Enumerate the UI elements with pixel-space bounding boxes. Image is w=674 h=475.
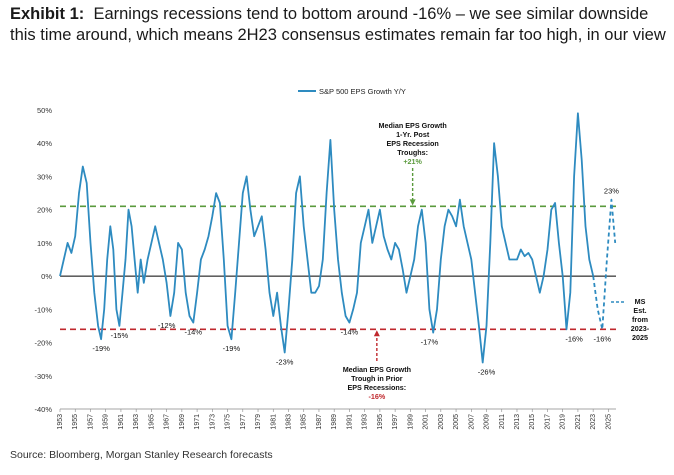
x-tick-label: 2011 bbox=[499, 414, 506, 429]
x-tick-label: 1967 bbox=[164, 414, 171, 430]
x-tick-label: 2009 bbox=[484, 414, 491, 430]
chart-reference-lines bbox=[60, 205, 616, 331]
x-tick-label: 2005 bbox=[453, 414, 460, 430]
red-annotation-text: Median EPS Growth bbox=[343, 365, 411, 374]
value-label: -14% bbox=[341, 328, 359, 337]
exhibit-title-text: Earnings recessions tend to bottom aroun… bbox=[10, 5, 666, 44]
ms-annotation-text: MS bbox=[635, 297, 646, 306]
ms-annotation-text: 2025 bbox=[632, 333, 648, 342]
x-tick-label: 2023 bbox=[590, 414, 597, 430]
x-tick-label: 2017 bbox=[544, 414, 551, 430]
x-tick-label: 1981 bbox=[270, 414, 277, 430]
x-tick-label: 2015 bbox=[529, 414, 536, 430]
x-tick-label: 2003 bbox=[438, 414, 445, 430]
x-tick-label: 1973 bbox=[209, 414, 216, 430]
chart-legend: S&P 500 EPS Growth Y/Y bbox=[298, 87, 406, 96]
x-tick-label: 1971 bbox=[194, 414, 201, 430]
green-annotation-text: Troughs: bbox=[397, 148, 428, 157]
green-annotation-text: Median EPS Growth bbox=[378, 121, 446, 130]
x-tick-label: 2007 bbox=[468, 414, 475, 430]
chart-series bbox=[59, 112, 617, 364]
y-tick-label: -30% bbox=[34, 372, 52, 381]
x-tick-label: 1997 bbox=[392, 414, 399, 430]
x-tick-label: 1975 bbox=[225, 414, 232, 430]
x-tick-label: 1957 bbox=[87, 414, 94, 430]
red-annotation-text: Trough in Prior bbox=[351, 374, 403, 383]
x-tick-label: 1995 bbox=[377, 414, 384, 430]
x-tick-label: 1985 bbox=[301, 414, 308, 430]
value-label: -26% bbox=[478, 367, 496, 376]
value-label: -19% bbox=[223, 344, 241, 353]
x-tick-label: 1959 bbox=[103, 414, 110, 430]
y-tick-label: 30% bbox=[37, 172, 52, 181]
value-label: -16% bbox=[594, 334, 612, 343]
x-tick-label: 1979 bbox=[255, 414, 262, 430]
x-tick-label: 1983 bbox=[285, 414, 292, 430]
x-tick-label: 2001 bbox=[423, 414, 430, 430]
value-label: -15% bbox=[111, 331, 129, 340]
value-label: -23% bbox=[276, 358, 294, 367]
ms-annotation-text: Est. bbox=[633, 306, 646, 315]
green-arrow-head-icon bbox=[409, 199, 416, 206]
x-tick-label: 1989 bbox=[331, 414, 338, 430]
x-tick-label: 1963 bbox=[133, 414, 140, 430]
y-tick-label: -40% bbox=[34, 405, 52, 414]
exhibit-title: Exhibit 1: Earnings recessions tend to b… bbox=[10, 4, 666, 46]
x-tick-label: 1993 bbox=[362, 414, 369, 430]
y-tick-label: -10% bbox=[34, 305, 52, 314]
red-arrow-head-icon bbox=[373, 330, 380, 337]
x-tick-label: 1955 bbox=[72, 414, 79, 430]
x-tick-label: 2013 bbox=[514, 414, 521, 430]
y-axis: -40% -30% -20% -10% 0% 10% 20% 30% 40% 50% bbox=[34, 106, 52, 414]
x-tick-label: 2025 bbox=[605, 414, 612, 430]
exhibit-label: Exhibit 1: bbox=[10, 5, 85, 23]
y-tick-label: 40% bbox=[37, 139, 52, 148]
green-annotation-text: 1-Yr. Post bbox=[396, 130, 430, 139]
source-note: Source: Bloomberg, Morgan Stanley Resear… bbox=[10, 449, 273, 461]
x-tick-label: 2021 bbox=[575, 414, 582, 430]
x-tick-label: 1953 bbox=[57, 414, 64, 430]
y-tick-label: 20% bbox=[37, 206, 52, 215]
x-tick-label: 1969 bbox=[179, 414, 186, 430]
red-annotation-text: EPS Recessions: bbox=[347, 383, 406, 392]
value-label: -16% bbox=[565, 334, 583, 343]
y-tick-label: 50% bbox=[37, 106, 52, 115]
x-tick-label: 1987 bbox=[316, 414, 323, 430]
y-tick-label: 10% bbox=[37, 239, 52, 248]
value-label: -17% bbox=[421, 338, 439, 347]
value-label: -19% bbox=[92, 344, 110, 353]
value-label: -12% bbox=[158, 321, 176, 330]
x-tick-label: 2019 bbox=[560, 414, 567, 430]
x-axis: 1953 1955 1957 1959 1961 1963 1965 1967 1969 1971… bbox=[57, 408, 616, 430]
green-annotation-text: +21% bbox=[403, 157, 422, 166]
ms-annotation-text: 2023- bbox=[631, 324, 650, 333]
red-annotation-text: -16% bbox=[368, 392, 385, 401]
eps-growth-line bbox=[59, 112, 595, 364]
x-tick-label: 1999 bbox=[407, 414, 414, 430]
y-tick-label: -20% bbox=[34, 339, 52, 348]
value-label: -14% bbox=[185, 328, 203, 337]
y-tick-label: 0% bbox=[41, 272, 52, 281]
value-label: 23% bbox=[604, 187, 619, 196]
x-tick-label: 1977 bbox=[240, 414, 247, 430]
x-tick-label: 1961 bbox=[118, 414, 125, 430]
ms-annotation-text: from bbox=[632, 315, 648, 324]
green-annotation-text: EPS Recession bbox=[386, 139, 438, 148]
x-tick-label: 1991 bbox=[346, 414, 353, 430]
chart-annotations: -19%-15%-12%-14%-19%-23%-14%-17%-26%-16%… bbox=[92, 121, 649, 401]
x-tick-label: 1965 bbox=[148, 414, 155, 430]
ms-estimate-dashed-line bbox=[592, 198, 617, 331]
legend-label: S&P 500 EPS Growth Y/Y bbox=[319, 87, 406, 96]
